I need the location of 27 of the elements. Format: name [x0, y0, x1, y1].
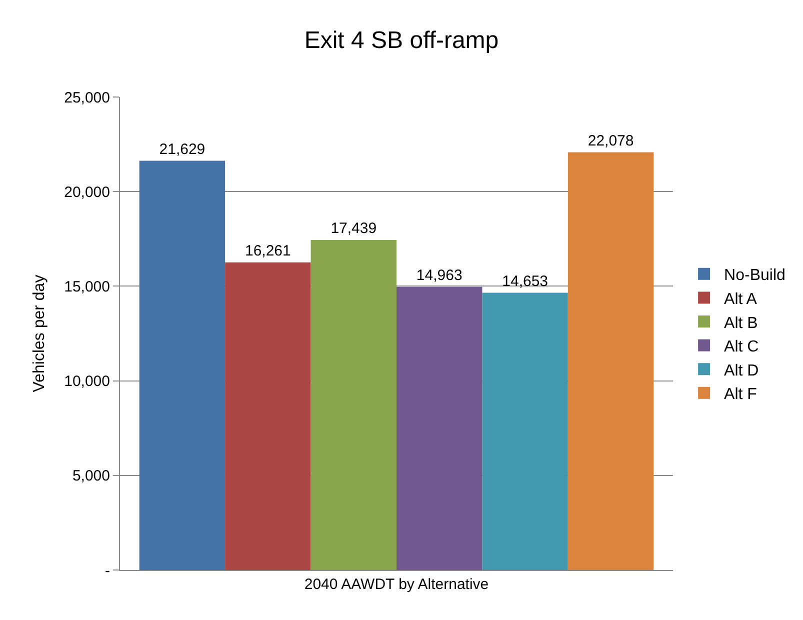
data-label: 16,261 [244, 242, 291, 260]
bar [310, 240, 396, 570]
y-tick-label: 5,000 [72, 468, 110, 485]
y-tick-label: 10,000 [64, 373, 110, 390]
y-axis-title: Vehicles per day [31, 274, 48, 392]
data-label: 14,963 [416, 266, 462, 284]
y-tick-label: 15,000 [64, 278, 110, 296]
legend-label: Alt D [724, 362, 759, 380]
y-tick-label: - [105, 562, 110, 580]
data-label: 17,439 [330, 220, 377, 238]
bar [568, 152, 654, 570]
bar [139, 160, 226, 570]
bar [396, 286, 482, 570]
legend-label: Alt A [724, 290, 758, 308]
legend-label: Alt C [724, 338, 759, 356]
legend-label: Alt B [724, 314, 758, 332]
x-tick-label: 2040 AAWDT by Alternative [304, 576, 489, 593]
y-tick-label: 25,000 [64, 89, 110, 106]
data-label: 14,653 [502, 272, 548, 290]
data-label: 22,078 [588, 132, 634, 150]
bar [482, 292, 568, 570]
data-label: 21,629 [159, 140, 206, 158]
y-tick-label: 20,000 [64, 184, 110, 201]
chart-title: Exit 4 SB off-ramp [304, 26, 499, 54]
legend-label: Alt F [724, 386, 758, 404]
bar [225, 262, 311, 570]
legend-label: No-Build [724, 267, 786, 284]
